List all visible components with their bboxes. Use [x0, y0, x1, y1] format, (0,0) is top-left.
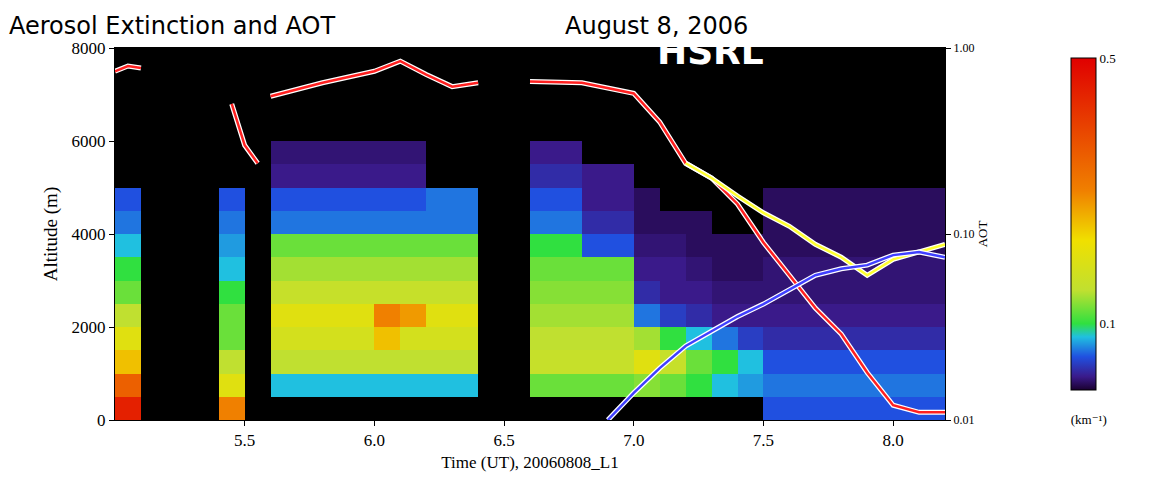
svg-text:7.5: 7.5: [753, 431, 774, 450]
svg-text:Time (UT), 20060808_L1: Time (UT), 20060808_L1: [441, 453, 618, 472]
svg-text:6.0: 6.0: [364, 431, 385, 450]
svg-text:0.1: 0.1: [1100, 316, 1116, 331]
svg-text:8.0: 8.0: [883, 431, 904, 450]
svg-text:4000: 4000: [72, 225, 106, 244]
svg-text:8000: 8000: [72, 39, 106, 58]
svg-text:Aerosol Extinction and AOT: Aerosol Extinction and AOT: [9, 12, 335, 40]
svg-text:August 8, 2006: August 8, 2006: [565, 12, 748, 40]
svg-text:AOT: AOT: [975, 221, 990, 248]
svg-text:6000: 6000: [72, 132, 106, 151]
svg-text:2000: 2000: [72, 318, 106, 337]
svg-text:0: 0: [97, 411, 106, 430]
svg-text:5.5: 5.5: [234, 431, 255, 450]
svg-text:1.00: 1.00: [953, 41, 974, 55]
svg-text:0.5: 0.5: [1100, 51, 1116, 66]
svg-text:(km⁻¹): (km⁻¹): [1071, 412, 1107, 427]
svg-text:0.10: 0.10: [953, 227, 974, 241]
svg-text:HSRL: HSRL: [657, 31, 764, 72]
svg-text:7.0: 7.0: [623, 431, 644, 450]
svg-text:6.5: 6.5: [493, 431, 514, 450]
svg-text:Altitude (m): Altitude (m): [40, 187, 62, 281]
svg-text:0.01: 0.01: [953, 413, 974, 427]
